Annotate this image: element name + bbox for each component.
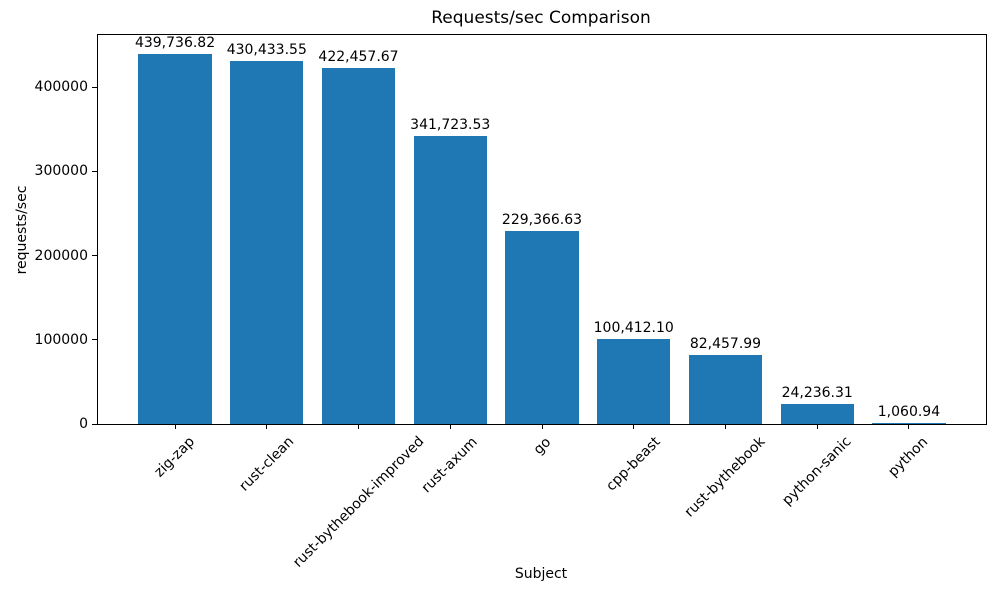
bar-python-sanic (780, 403, 854, 424)
bar-value-label: 341,723.53 (410, 117, 491, 134)
x-tick-mark (449, 424, 451, 429)
bar-rust-bythebook (688, 354, 763, 424)
chart-title: Requests/sec Comparison (431, 8, 651, 28)
x-tick-label: rust-bythebook-improved (289, 433, 427, 572)
y-axis-label: requests/sec (14, 185, 30, 275)
y-tick-mark (92, 423, 98, 425)
bar-rust-axum (413, 136, 487, 424)
bar-rust-clean (230, 61, 304, 424)
bar-value-label: 439,736.82 (134, 34, 216, 51)
x-tick-label: python (885, 433, 932, 480)
x-tick-mark (174, 424, 176, 429)
y-tick-mark (92, 339, 98, 341)
x-tick-label: zig-zap (151, 433, 199, 481)
y-tick-label: 300000 (34, 163, 88, 180)
bar-value-label: 1,060.94 (877, 404, 941, 421)
bar-value-label: 422,457.67 (318, 49, 399, 66)
y-tick-label: 0 (79, 416, 88, 432)
bar-zig-zap (138, 53, 212, 424)
x-tick-label: rust-bythebook (681, 434, 769, 521)
x-axis-label: Subject (514, 566, 568, 582)
x-tick-mark (358, 424, 360, 429)
x-tick-mark (724, 424, 726, 429)
x-tick-mark (816, 424, 818, 429)
x-tick-label: rust-clean (236, 433, 298, 495)
x-tick-label: cpp-beast (603, 433, 664, 495)
bar-value-label: 100,412.10 (593, 320, 674, 337)
bar-value-label: 229,366.63 (501, 211, 583, 228)
y-tick-label: 400000 (34, 79, 88, 95)
x-tick-label: python-sanic (779, 433, 855, 510)
x-tick-mark (266, 424, 268, 429)
y-tick-mark (92, 86, 98, 88)
bar-cpp-beast (597, 339, 671, 424)
y-tick-mark (92, 255, 98, 256)
y-tick-label: 100000 (34, 331, 88, 348)
bar-value-label: 24,236.31 (781, 384, 853, 401)
x-tick-mark (633, 424, 635, 429)
bar-rust-bythebook-improved (321, 68, 396, 424)
x-tick-mark (908, 424, 910, 429)
x-tick-label: rust-axum (418, 434, 481, 497)
bar-python (872, 423, 946, 424)
bar-value-label: 430,433.55 (226, 42, 307, 59)
x-tick-label: go (530, 433, 554, 458)
y-tick-mark (92, 170, 98, 172)
plot-area: 439,736.82 zig-zap 430,433.55 rust-clean 422… (35, 34, 987, 571)
bar-go (505, 230, 579, 424)
bar-value-label: 82,457.99 (689, 335, 762, 352)
x-tick-mark (541, 424, 543, 429)
y-tick-label: 200000 (34, 247, 88, 264)
